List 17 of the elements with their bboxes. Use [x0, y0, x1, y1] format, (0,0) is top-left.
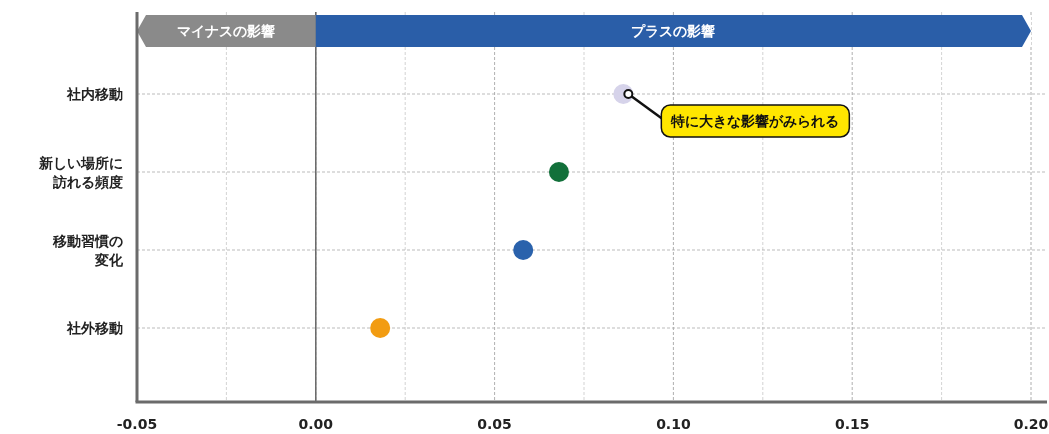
point	[548, 162, 569, 182]
annotation-callout: 特に大きな影響がみられる	[623, 89, 851, 138]
point	[513, 240, 534, 260]
x-tick-label: 0.20	[1013, 416, 1049, 432]
x-tick-label: 0.00	[298, 416, 334, 432]
y-tick-label: 社外移動	[66, 320, 123, 336]
point	[370, 318, 391, 338]
annotation: 特に大きな影響がみられる	[670, 113, 840, 129]
x-tick-label: 0.05	[477, 416, 512, 432]
x-tick-label: 0.15	[834, 416, 870, 432]
x-tick-label: -0.05	[116, 416, 158, 432]
x-tick-label: 0.10	[656, 416, 691, 432]
band-label: マイナスの影響	[177, 23, 276, 39]
y-tick-label: 新しい場所に訪れる頻度	[38, 155, 123, 190]
band-label: プラスの影響	[631, 23, 716, 39]
y-tick-label: 社内移動	[66, 86, 123, 102]
y-tick-label: 移動習慣の変化	[52, 233, 124, 268]
